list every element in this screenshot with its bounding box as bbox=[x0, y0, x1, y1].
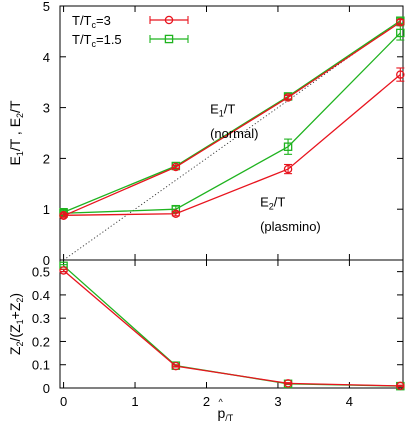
data-point bbox=[283, 379, 293, 388]
y-axis-label-top-part: 1 bbox=[15, 151, 25, 156]
y-tick-label-top: 0 bbox=[43, 253, 50, 268]
y-axis-label-bottom-part: Z bbox=[7, 346, 23, 355]
series-line-1 bbox=[63, 74, 401, 216]
data-point bbox=[59, 266, 68, 275]
legend-label-part: T/T bbox=[72, 32, 92, 47]
x-tick-label: 2 bbox=[203, 394, 210, 409]
y-axis-label-bottom-part: 2 bbox=[15, 298, 25, 303]
y-axis-label-bottom-part: 1 bbox=[15, 319, 25, 324]
bottom-panel-frame bbox=[59, 259, 404, 389]
x-tick-label: 0 bbox=[60, 394, 67, 409]
y-tick-label-bottom: 0 bbox=[43, 381, 50, 396]
y-axis-label-bottom-part: 2 bbox=[15, 341, 25, 346]
x-axis-label-part: p bbox=[218, 405, 226, 421]
series-line-2 bbox=[63, 20, 401, 213]
x-axis-label-part: /T bbox=[225, 413, 234, 423]
x-axis-label: p/T bbox=[218, 405, 234, 423]
series-line-0 bbox=[63, 21, 401, 217]
y-axis-label-top-part: E bbox=[7, 156, 23, 165]
y-axis-label-top-part: /T , E bbox=[7, 118, 23, 151]
data-point bbox=[283, 93, 293, 102]
data-point bbox=[171, 209, 181, 219]
y-axis-label-top-part: /T bbox=[7, 100, 23, 113]
legend-label-part: =3 bbox=[96, 13, 111, 28]
x-tick-label: 4 bbox=[346, 394, 353, 409]
y-axis-label-top-part: 2 bbox=[15, 113, 25, 118]
y-tick-label-bottom: 0.1 bbox=[32, 358, 50, 373]
y-tick-label-top: 4 bbox=[43, 50, 50, 65]
annotation-1: (normal) bbox=[210, 126, 258, 141]
legend-label: T/Tc=1.5 bbox=[72, 32, 122, 49]
data-point bbox=[59, 211, 68, 220]
legend-marker bbox=[164, 34, 174, 44]
data-point bbox=[283, 164, 293, 174]
y-axis-label-bottom: Z2/(Z1+Z2) bbox=[7, 293, 25, 355]
data-point bbox=[396, 70, 405, 79]
annotation-2-part: 2 bbox=[269, 202, 274, 212]
legend-marker bbox=[164, 15, 174, 25]
y-tick-label-bottom: 0.4 bbox=[32, 288, 50, 303]
annotation-0-part: 1 bbox=[219, 109, 224, 119]
data-point bbox=[171, 361, 181, 371]
series-line-1 bbox=[63, 265, 401, 387]
annotation-3: (plasmino) bbox=[260, 219, 321, 234]
annotation-0: E1/T bbox=[210, 102, 235, 119]
y-tick-label-bottom: 0.2 bbox=[32, 334, 50, 349]
annotation-2-part: E bbox=[260, 195, 269, 210]
y-axis-label-bottom-part: ) bbox=[7, 293, 23, 298]
annotation-2-part: /T bbox=[274, 195, 286, 210]
series-line-0 bbox=[63, 269, 401, 387]
data-point bbox=[171, 162, 181, 172]
y-axis-label-bottom-part: /(Z bbox=[7, 324, 23, 342]
annotation-1-part: (normal) bbox=[210, 126, 258, 141]
data-point bbox=[283, 142, 293, 151]
legend-label-part: c bbox=[92, 39, 97, 49]
annotation-3-part: (plasmino) bbox=[260, 219, 321, 234]
annotation-0-part: E bbox=[210, 102, 219, 117]
data-point bbox=[396, 18, 405, 27]
y-tick-label-top: 3 bbox=[43, 101, 50, 116]
y-axis-label-top: E1/T , E2/T bbox=[7, 100, 25, 165]
y-tick-label-top: 2 bbox=[43, 151, 50, 166]
data-point bbox=[396, 381, 405, 391]
x-axis-label-hat: ^ bbox=[219, 397, 224, 407]
legend-label-part: c bbox=[92, 20, 97, 30]
y-tick-label-bottom: 0.5 bbox=[32, 265, 50, 280]
legend-label-part: =1.5 bbox=[96, 32, 122, 47]
legend-label-part: T/T bbox=[72, 13, 92, 28]
data-point bbox=[396, 28, 405, 38]
annotation-0-part: /T bbox=[224, 102, 236, 117]
series-line-3 bbox=[63, 32, 401, 214]
legend-label: T/Tc=3 bbox=[72, 13, 111, 30]
y-tick-label-bottom: 0.3 bbox=[32, 311, 50, 326]
x-tick-label: 3 bbox=[274, 394, 281, 409]
x-tick-label: 1 bbox=[131, 394, 138, 409]
annotation-2: E2/T bbox=[260, 195, 285, 212]
y-tick-label-top: 1 bbox=[43, 202, 50, 217]
y-axis-label-bottom-part: +Z bbox=[7, 302, 23, 319]
y-tick-label-top: 5 bbox=[43, 0, 50, 14]
